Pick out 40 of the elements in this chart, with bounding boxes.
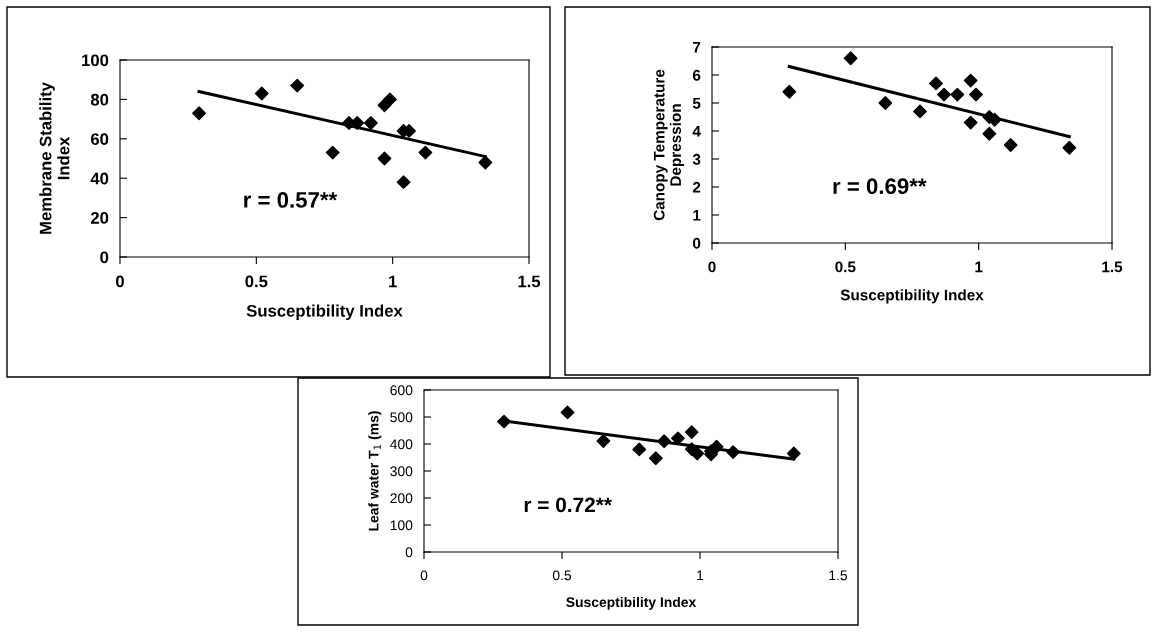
y-tick-label: 60	[90, 133, 109, 145]
annotation: r = 0.57**	[244, 192, 338, 208]
y-axis-title: Leaf water T$_{1}$ (ms)	[368, 411, 382, 531]
y-tick-label: 3	[692, 153, 701, 165]
x-tick-label: 1.5	[829, 570, 848, 581]
y-tick-label: 600	[390, 385, 413, 396]
annotation: r = 0.72**	[524, 497, 612, 513]
x-tick-label: 0.5	[245, 275, 268, 288]
x-tick-label: 1	[975, 261, 983, 273]
y-tick-label: 400	[390, 439, 413, 450]
y-tick-label: 300	[390, 466, 413, 477]
y-tick-label: 80	[90, 93, 109, 106]
y-tick-label: 0	[100, 251, 109, 264]
y-axis-title: Membrane Stability Index	[39, 82, 70, 234]
x-axis-title: Susceptibility Index	[840, 289, 984, 304]
x-axis-title: Susceptibility Index	[566, 596, 697, 610]
x-tick-label: 1.5	[1102, 261, 1123, 273]
x-tick-label: 0	[708, 261, 716, 273]
y-tick-label: 0	[693, 237, 701, 249]
y-tick-label: 20	[90, 212, 109, 224]
y-tick-label: 100	[390, 520, 413, 531]
y-tick-label: 500	[390, 412, 413, 423]
y-tick-label: 4	[692, 126, 701, 137]
y-tick-label: 6	[692, 69, 701, 81]
x-tick-label: 0.5	[835, 261, 856, 273]
x-tick-label: 0.5	[552, 570, 572, 581]
x-tick-label: 0	[420, 570, 428, 581]
x-tick-label: 1.5	[518, 275, 541, 288]
y-tick-label: 100	[82, 54, 109, 67]
x-axis-title: Susceptibility Index	[246, 304, 403, 321]
y-tick-label: 2	[692, 181, 701, 193]
y-tick-label: 200	[390, 493, 413, 504]
annotation: r = 0.69**	[833, 178, 927, 195]
y-tick-label: 1	[693, 210, 701, 221]
y-tick-label: 40	[90, 172, 109, 185]
y-axis-title: Canopy Temperature Depression	[653, 69, 685, 221]
x-tick-label: 0	[116, 275, 124, 288]
y-tick-label: 7	[693, 42, 701, 53]
y-tick-label: 0	[405, 547, 413, 558]
y-tick-label: 5	[692, 98, 701, 109]
